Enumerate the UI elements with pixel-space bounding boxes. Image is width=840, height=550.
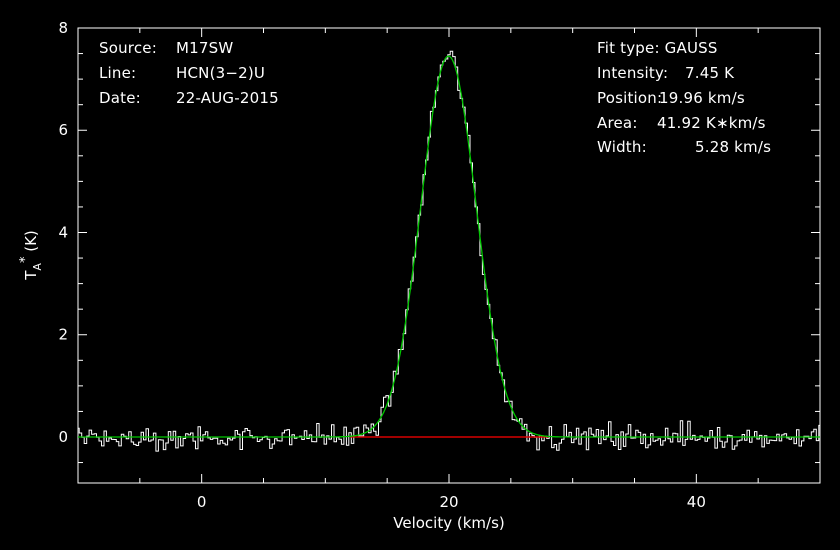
y-axis-label-sup: * <box>18 256 33 263</box>
axis-ticks: 0 20 40 0 2 4 6 8 <box>58 19 821 511</box>
y-axis-label-sub: A <box>31 263 44 271</box>
fit-info: Fit type: GAUSS Intensity: 7.45 K Positi… <box>597 39 771 156</box>
width-label: Width: <box>597 138 647 156</box>
spectrum-histogram <box>78 50 820 452</box>
gaussian-fit-line <box>78 55 820 438</box>
position-value: 19.96 km/s <box>659 89 745 107</box>
y-tick-label: 2 <box>58 326 68 344</box>
fit-type: Fit type: GAUSS <box>597 39 718 57</box>
x-tick-label: 0 <box>197 493 207 511</box>
width-value: 5.28 km/s <box>695 138 771 156</box>
x-axis-label: Velocity (km/s) <box>393 514 504 532</box>
y-tick-label: 6 <box>58 121 68 139</box>
intensity-value: 7.45 K <box>685 64 735 82</box>
y-axis-label-base: T <box>22 270 40 281</box>
source-label: Source: <box>99 39 157 57</box>
y-axis-label-unit: (K) <box>22 230 40 256</box>
source-info: Source: M17SW Line: HCN(3−2)U Date: 22-A… <box>99 39 279 107</box>
line-value: HCN(3−2)U <box>176 64 265 82</box>
chart-series <box>78 50 820 452</box>
area-value: 41.92 K∗km/s <box>657 114 766 132</box>
position-label: Position: <box>597 89 662 107</box>
y-axis-label: TA* (K) <box>18 230 44 281</box>
source-value: M17SW <box>176 39 233 57</box>
x-tick-label: 20 <box>439 493 458 511</box>
date-label: Date: <box>99 89 141 107</box>
y-tick-label: 8 <box>58 19 68 37</box>
y-tick-label: 0 <box>58 428 68 446</box>
area-label: Area: <box>597 114 638 132</box>
x-tick-label: 40 <box>687 493 706 511</box>
intensity-label: Intensity: <box>597 64 668 82</box>
date-value: 22-AUG-2015 <box>176 89 279 107</box>
y-tick-label: 4 <box>58 223 68 241</box>
line-label: Line: <box>99 64 136 82</box>
svg-text:TA* (K): TA* (K) <box>18 230 44 281</box>
